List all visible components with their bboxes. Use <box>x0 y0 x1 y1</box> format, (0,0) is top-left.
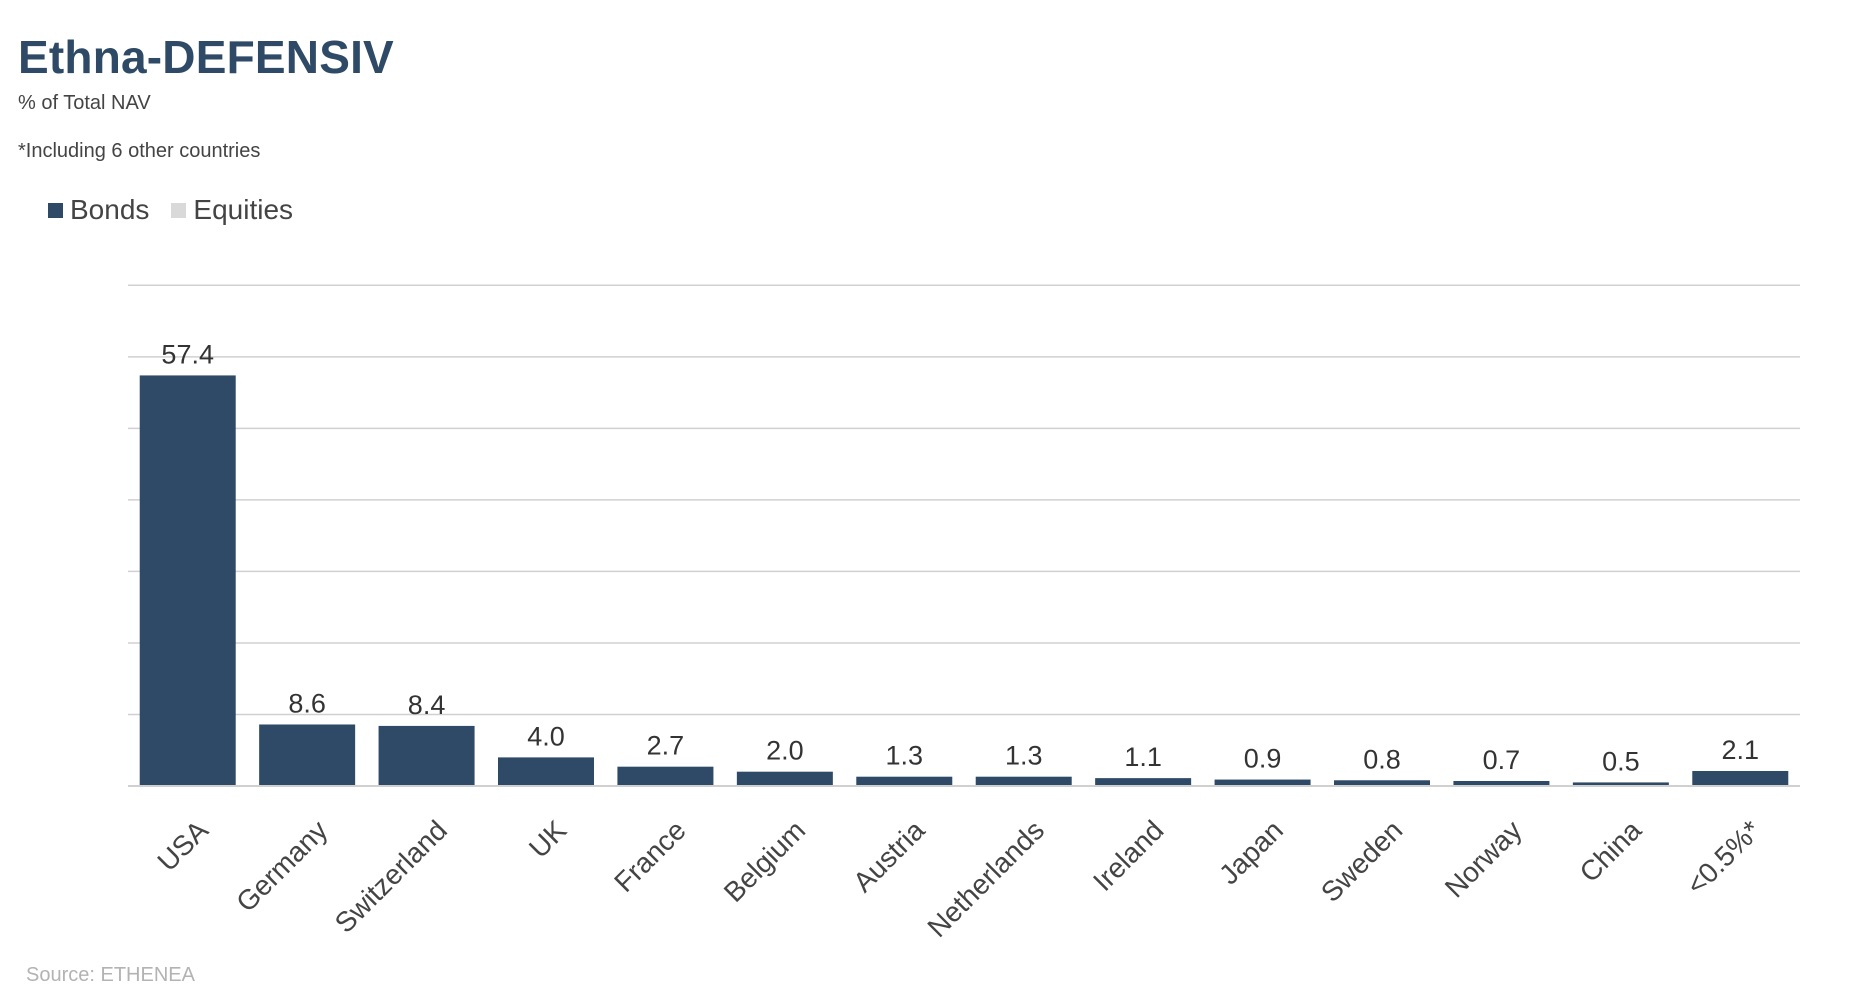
chart-title: Ethna-DEFENSIV <box>18 31 394 83</box>
bar-bonds-germany <box>259 724 356 786</box>
data-label: 8.4 <box>408 690 446 720</box>
legend-item-equities: Equities <box>171 194 293 226</box>
chart-legend: Bonds Equities <box>48 194 315 226</box>
data-label: 2.1 <box>1722 735 1760 765</box>
x-tick-label: Japan <box>1213 814 1289 890</box>
source-note: Source: ETHENEA <box>26 964 195 986</box>
bar-bonds-ireland <box>1095 778 1192 786</box>
bar-bonds-sweden <box>1334 780 1430 786</box>
data-label: 0.9 <box>1244 744 1282 774</box>
data-label: 57.4 <box>161 339 214 369</box>
x-tick-label: Sweden <box>1315 814 1408 907</box>
data-label: 2.0 <box>766 736 804 766</box>
bar-bonds-netherlands <box>975 776 1072 786</box>
data-label: 1.1 <box>1124 742 1162 772</box>
bar-bonds-05 <box>1692 770 1789 786</box>
bar-bonds-china <box>1572 782 1669 786</box>
data-label: 1.3 <box>886 741 924 771</box>
data-label: 0.7 <box>1483 745 1521 775</box>
x-tick-label: France <box>608 814 692 898</box>
legend-label-bonds: Bonds <box>70 194 150 225</box>
x-tick-label: UK <box>523 814 573 864</box>
legend-item-bonds: Bonds <box>48 194 149 226</box>
x-tick-label: Belgium <box>718 814 811 907</box>
legend-swatch-bonds <box>48 202 63 218</box>
data-label: 0.8 <box>1363 744 1401 774</box>
x-tick-label: Austria <box>847 814 931 898</box>
chart-subtitle: % of Total NAV <box>18 92 151 114</box>
x-tick-label: Ireland <box>1087 814 1169 896</box>
x-tick-label: Germany <box>230 814 333 917</box>
chart-footnote: *Including 6 other countries <box>18 140 261 162</box>
data-label: 4.0 <box>527 721 565 751</box>
data-label: 8.6 <box>288 688 326 718</box>
data-label: 2.7 <box>647 731 685 761</box>
bar-bonds-japan <box>1214 779 1311 786</box>
bar-bonds-uk <box>498 757 594 786</box>
bar-bonds-switzerland <box>378 725 475 786</box>
bar-bonds-usa <box>139 375 236 786</box>
legend-label-equities: Equities <box>193 194 294 225</box>
data-label: 1.3 <box>1005 741 1043 771</box>
data-label: 0.5 <box>1602 746 1640 776</box>
x-tick-label: Switzerland <box>329 814 453 938</box>
bar-bonds-france <box>617 766 714 786</box>
x-tick-label: <0.5%* <box>1680 814 1766 900</box>
bar-bonds-norway <box>1453 780 1550 786</box>
x-tick-label: China <box>1574 814 1648 888</box>
x-tick-label: USA <box>151 814 214 877</box>
legend-swatch-equities <box>171 202 187 218</box>
bar-bonds-austria <box>856 776 953 786</box>
x-tick-label: Norway <box>1439 814 1528 903</box>
x-tick-label: Netherlands <box>921 814 1050 943</box>
bar-bonds-belgium <box>736 771 833 786</box>
